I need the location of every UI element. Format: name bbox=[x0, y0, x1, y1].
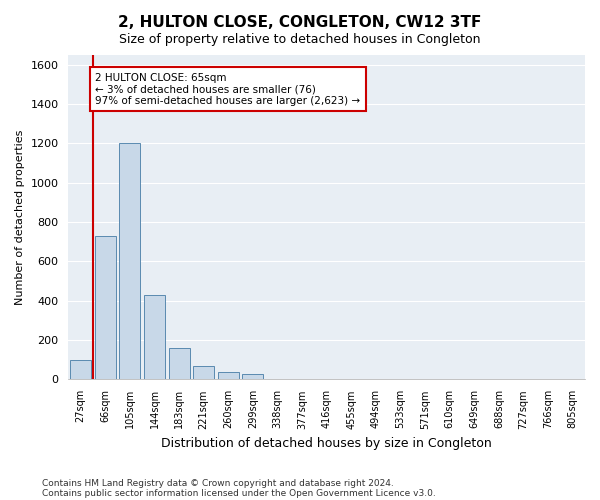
Bar bbox=[119, 144, 140, 380]
Bar bbox=[218, 372, 239, 380]
Bar bbox=[95, 236, 116, 380]
Bar bbox=[193, 366, 214, 380]
Text: Contains HM Land Registry data © Crown copyright and database right 2024.: Contains HM Land Registry data © Crown c… bbox=[42, 478, 394, 488]
Text: Size of property relative to detached houses in Congleton: Size of property relative to detached ho… bbox=[119, 32, 481, 46]
Bar bbox=[144, 295, 165, 380]
Bar bbox=[169, 348, 190, 380]
Text: 2 HULTON CLOSE: 65sqm
← 3% of detached houses are smaller (76)
97% of semi-detac: 2 HULTON CLOSE: 65sqm ← 3% of detached h… bbox=[95, 72, 361, 106]
Text: 2, HULTON CLOSE, CONGLETON, CW12 3TF: 2, HULTON CLOSE, CONGLETON, CW12 3TF bbox=[118, 15, 482, 30]
Text: Contains public sector information licensed under the Open Government Licence v3: Contains public sector information licen… bbox=[42, 488, 436, 498]
Y-axis label: Number of detached properties: Number of detached properties bbox=[15, 130, 25, 305]
Bar bbox=[242, 374, 263, 380]
Bar bbox=[70, 360, 91, 380]
X-axis label: Distribution of detached houses by size in Congleton: Distribution of detached houses by size … bbox=[161, 437, 492, 450]
